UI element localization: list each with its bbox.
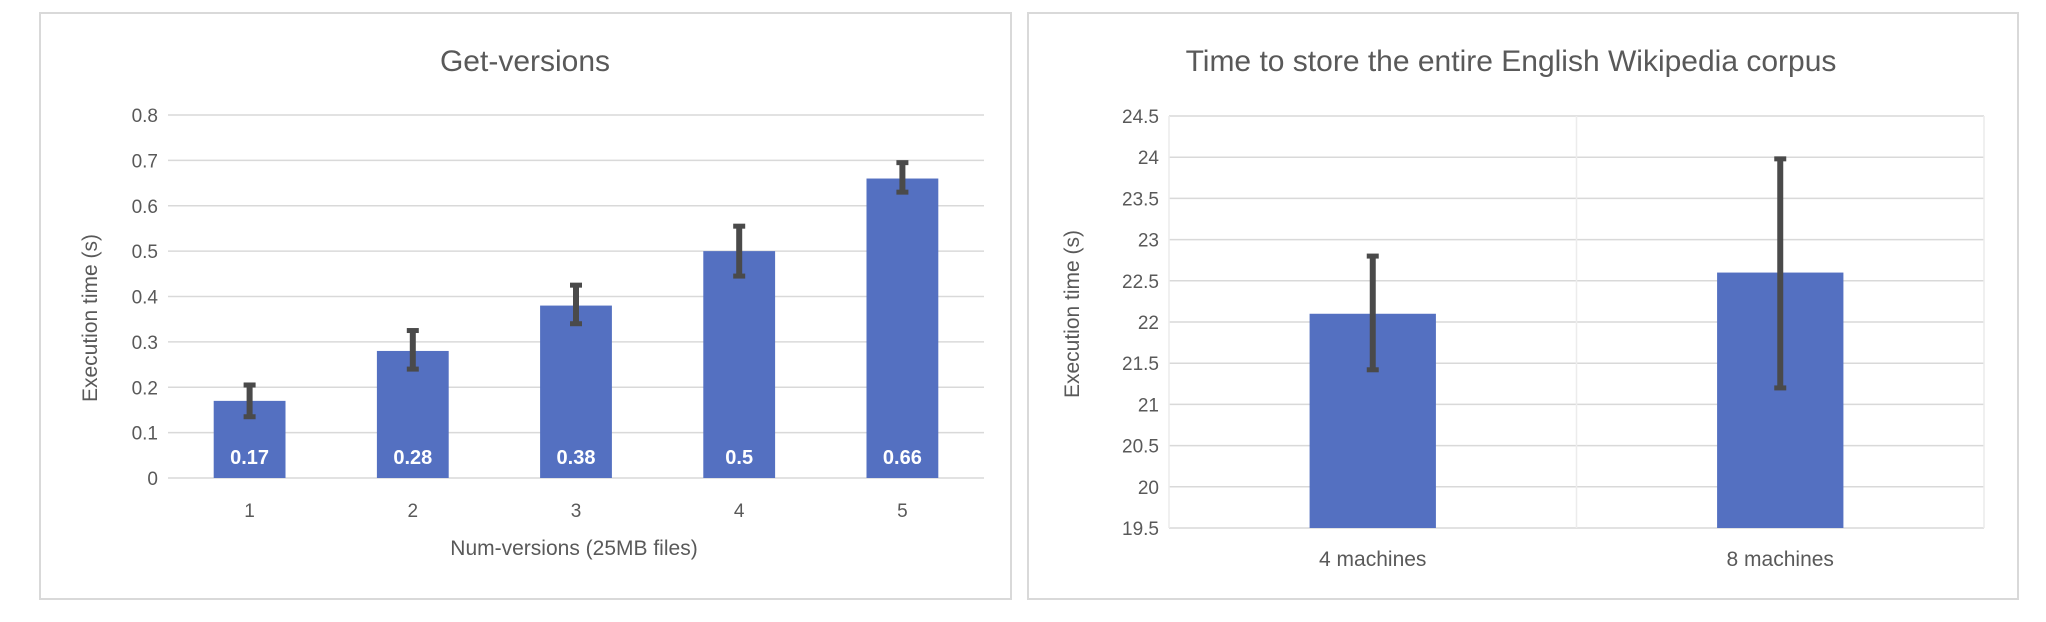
y-tick-label: 0.2 xyxy=(132,378,158,399)
y-tick-label: 20 xyxy=(1138,478,1159,499)
wikipedia-store-chart-panel: Time to store the entire English Wikiped… xyxy=(1027,12,2019,600)
chart-title: Time to store the entire English Wikiped… xyxy=(1186,45,1837,78)
data-label: 0.5 xyxy=(725,447,753,469)
bar xyxy=(703,251,776,478)
y-tick-label: 24 xyxy=(1138,148,1160,169)
bar xyxy=(866,178,939,478)
x-tick-label: 2 xyxy=(408,501,419,522)
y-tick-label: 0.7 xyxy=(132,151,158,172)
data-label: 0.17 xyxy=(230,447,269,469)
y-tick-label: 22.5 xyxy=(1122,272,1159,293)
x-tick-label: 3 xyxy=(571,501,582,522)
y-tick-label: 0.5 xyxy=(132,242,158,263)
y-tick-label: 21.5 xyxy=(1122,354,1159,375)
x-tick-label: 4 xyxy=(734,501,745,522)
y-tick-label: 24.5 xyxy=(1122,107,1159,128)
chart-title: Get-versions xyxy=(440,45,610,78)
error-bars xyxy=(1366,156,1787,391)
x-tick-label: 4 machines xyxy=(1319,548,1426,571)
x-tick-labels: 4 machines 8 machines xyxy=(1319,548,1834,571)
y-tick-label: 21 xyxy=(1138,395,1159,416)
x-tick-label: 1 xyxy=(244,501,255,522)
x-tick-label: 5 xyxy=(897,501,908,522)
y-tick-label: 0.1 xyxy=(132,424,158,445)
data-label: 0.66 xyxy=(883,447,922,469)
y-tick-label: 0.6 xyxy=(132,197,158,218)
gridlines xyxy=(1168,115,1985,529)
y-axis-label: Execution time (s) xyxy=(1061,230,1084,398)
data-label: 0.38 xyxy=(557,447,596,469)
get-versions-chart: Get-versions Execution time (s) Num-vers… xyxy=(79,45,984,560)
y-tick-label: 0 xyxy=(147,469,158,490)
y-tick-label: 23 xyxy=(1138,231,1159,252)
get-versions-chart-panel: Get-versions Execution time (s) Num-vers… xyxy=(39,12,1012,600)
y-tick-label: 0.8 xyxy=(132,106,158,127)
x-tick-labels: 1 2 3 4 5 xyxy=(244,501,907,522)
y-tick-label: 22 xyxy=(1138,313,1159,334)
y-tick-labels: 0 0.1 0.2 0.3 0.4 0.5 0.6 0.7 0.8 xyxy=(132,106,159,490)
y-tick-label: 23.5 xyxy=(1122,189,1159,210)
y-tick-label: 0.3 xyxy=(132,333,158,354)
y-tick-label: 0.4 xyxy=(132,288,159,309)
wikipedia-store-chart: Time to store the entire English Wikiped… xyxy=(1061,45,1985,571)
bar xyxy=(540,305,612,478)
x-tick-label: 8 machines xyxy=(1727,548,1834,571)
error-bars xyxy=(243,160,909,420)
bar xyxy=(376,350,449,478)
x-axis-label: Num-versions (25MB files) xyxy=(450,537,697,560)
y-tick-label: 19.5 xyxy=(1122,519,1159,540)
y-tick-labels: 19.5 20 20.5 21 21.5 22 22.5 23 23.5 24 24.5 xyxy=(1122,107,1159,540)
data-labels: 0.17 0.28 0.38 0.5 0.66 xyxy=(230,447,922,469)
data-label: 0.28 xyxy=(393,447,432,469)
bars xyxy=(213,178,939,478)
y-axis-label: Execution time (s) xyxy=(79,234,102,402)
y-tick-label: 20.5 xyxy=(1122,437,1159,458)
